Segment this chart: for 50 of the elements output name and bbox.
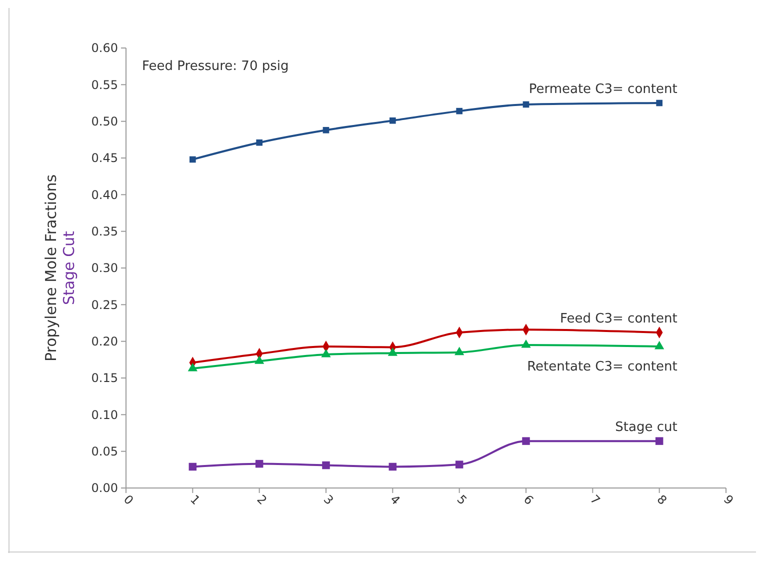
- point: [190, 156, 196, 163]
- y-tick-label: 0.50: [91, 114, 118, 129]
- point: [321, 348, 331, 358]
- point: [254, 356, 264, 364]
- x-tick-label: 3: [320, 492, 336, 508]
- series-label: Stage cut: [615, 420, 678, 436]
- point: [521, 339, 531, 348]
- x-tick-label: 0: [120, 492, 136, 508]
- point: [455, 460, 464, 468]
- point: [522, 437, 530, 445]
- y-tick-label: 0.35: [91, 224, 118, 239]
- y-tick-label: 0.00: [91, 481, 118, 496]
- point: [322, 126, 330, 134]
- series-label: Permeate C3= content: [528, 82, 678, 97]
- x-tick-label: 2: [254, 492, 270, 508]
- y-axis-title: Propylene Mole Fractions Stage Cut: [42, 174, 78, 362]
- point: [188, 462, 197, 471]
- point: [522, 101, 530, 108]
- y-tick-label: 0.45: [91, 151, 118, 166]
- y-tick-label: 0.15: [91, 371, 118, 386]
- x-tick-label: 7: [588, 492, 603, 508]
- series-label: Retentate C3= content: [527, 359, 678, 374]
- point: [255, 460, 264, 468]
- point: [322, 461, 330, 470]
- point: [188, 362, 198, 372]
- point: [654, 340, 664, 350]
- x-tick-label: 8: [654, 492, 670, 508]
- point: [390, 117, 396, 124]
- y-tick-label: 0.25: [91, 298, 118, 312]
- y-tick-label: 0.05: [91, 444, 118, 459]
- y-tick-label: 0.40: [91, 188, 118, 202]
- y-tick-label: 0.60: [91, 41, 118, 56]
- y-tick-label: 0.10: [91, 408, 118, 422]
- annotation: Feed Pressure: 70 psig: [142, 59, 289, 74]
- x-tick-label: 4: [388, 492, 403, 508]
- point: [256, 139, 262, 146]
- point: [656, 100, 662, 106]
- x-tick-label: 5: [454, 492, 470, 508]
- point: [454, 346, 464, 356]
- y-tick-label: 0.20: [91, 334, 118, 349]
- y-tick-label: 0.30: [91, 261, 118, 276]
- x-tick-label: 6: [520, 492, 536, 508]
- series-label: Feed C3= content: [560, 312, 678, 327]
- point: [456, 108, 462, 114]
- x-tick-label: 1: [188, 492, 203, 508]
- x-tick-label: 9: [720, 492, 736, 508]
- point: [388, 348, 398, 356]
- y-tick-label: 0.55: [91, 78, 118, 92]
- point: [655, 437, 664, 445]
- point: [388, 462, 397, 471]
